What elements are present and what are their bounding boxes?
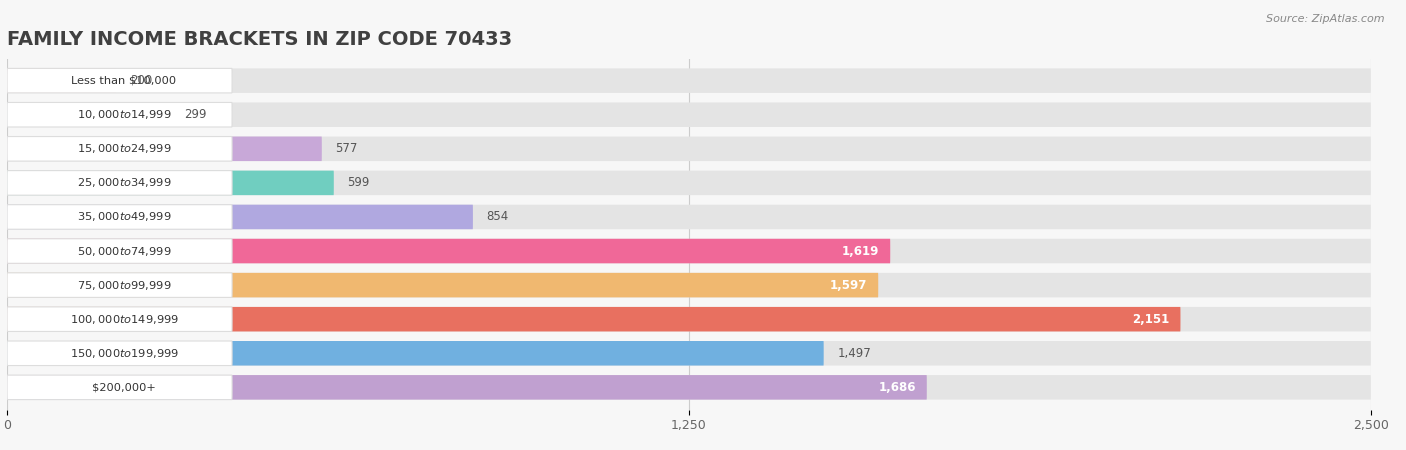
Text: $25,000 to $34,999: $25,000 to $34,999 <box>77 176 172 189</box>
Text: FAMILY INCOME BRACKETS IN ZIP CODE 70433: FAMILY INCOME BRACKETS IN ZIP CODE 70433 <box>7 30 512 49</box>
FancyBboxPatch shape <box>7 273 1371 297</box>
FancyBboxPatch shape <box>7 239 232 263</box>
FancyBboxPatch shape <box>7 171 232 195</box>
Text: 1,619: 1,619 <box>842 244 879 257</box>
FancyBboxPatch shape <box>7 68 1371 93</box>
Text: 577: 577 <box>336 142 357 155</box>
FancyBboxPatch shape <box>7 136 322 161</box>
Text: $15,000 to $24,999: $15,000 to $24,999 <box>77 142 172 155</box>
Text: 599: 599 <box>347 176 370 189</box>
FancyBboxPatch shape <box>7 205 1371 229</box>
FancyBboxPatch shape <box>7 205 232 229</box>
FancyBboxPatch shape <box>7 375 927 400</box>
Text: 2,151: 2,151 <box>1132 313 1170 326</box>
Text: $200,000+: $200,000+ <box>93 382 156 392</box>
FancyBboxPatch shape <box>7 239 890 263</box>
Text: $50,000 to $74,999: $50,000 to $74,999 <box>77 244 172 257</box>
FancyBboxPatch shape <box>7 273 879 297</box>
FancyBboxPatch shape <box>7 375 1371 400</box>
FancyBboxPatch shape <box>7 136 232 161</box>
FancyBboxPatch shape <box>7 307 1181 332</box>
FancyBboxPatch shape <box>7 273 232 297</box>
Text: $10,000 to $14,999: $10,000 to $14,999 <box>77 108 172 121</box>
FancyBboxPatch shape <box>7 103 1371 127</box>
FancyBboxPatch shape <box>7 341 824 365</box>
FancyBboxPatch shape <box>7 341 1371 365</box>
FancyBboxPatch shape <box>7 171 333 195</box>
Text: 200: 200 <box>129 74 152 87</box>
FancyBboxPatch shape <box>7 103 170 127</box>
FancyBboxPatch shape <box>7 341 232 365</box>
Text: 299: 299 <box>184 108 207 121</box>
FancyBboxPatch shape <box>7 375 232 400</box>
Text: 1,597: 1,597 <box>830 279 868 292</box>
FancyBboxPatch shape <box>7 68 232 93</box>
Text: 854: 854 <box>486 211 509 224</box>
FancyBboxPatch shape <box>7 103 232 127</box>
FancyBboxPatch shape <box>7 307 1371 332</box>
FancyBboxPatch shape <box>7 205 472 229</box>
FancyBboxPatch shape <box>7 136 1371 161</box>
FancyBboxPatch shape <box>7 239 1371 263</box>
Text: 1,686: 1,686 <box>879 381 915 394</box>
Text: $35,000 to $49,999: $35,000 to $49,999 <box>77 211 172 224</box>
Text: Less than $10,000: Less than $10,000 <box>72 76 177 86</box>
Text: Source: ZipAtlas.com: Source: ZipAtlas.com <box>1267 14 1385 23</box>
FancyBboxPatch shape <box>7 171 1371 195</box>
Text: $75,000 to $99,999: $75,000 to $99,999 <box>77 279 172 292</box>
FancyBboxPatch shape <box>7 68 117 93</box>
FancyBboxPatch shape <box>7 307 232 332</box>
Text: $100,000 to $149,999: $100,000 to $149,999 <box>69 313 179 326</box>
Text: 1,497: 1,497 <box>838 347 872 360</box>
Text: $150,000 to $199,999: $150,000 to $199,999 <box>69 347 179 360</box>
